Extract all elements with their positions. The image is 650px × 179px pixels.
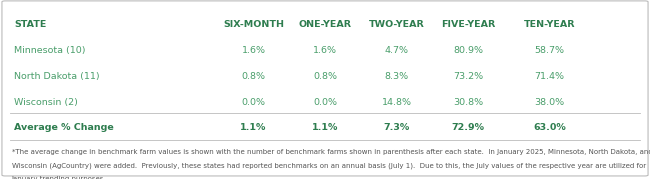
Text: 72.9%: 72.9% [452,124,484,132]
FancyBboxPatch shape [2,1,648,176]
Text: 8.3%: 8.3% [384,72,409,81]
Text: *The average change in benchmark farm values is shown with the number of benchma: *The average change in benchmark farm va… [12,149,650,155]
Text: Minnesota (10): Minnesota (10) [14,46,86,55]
Text: FIVE-YEAR: FIVE-YEAR [441,20,495,29]
Text: 0.8%: 0.8% [242,72,265,81]
Text: TEN-YEAR: TEN-YEAR [523,20,575,29]
Text: TWO-YEAR: TWO-YEAR [369,20,424,29]
Text: 73.2%: 73.2% [453,72,483,81]
Text: STATE: STATE [14,20,47,29]
Text: 58.7%: 58.7% [534,46,564,55]
Text: 0.8%: 0.8% [313,72,337,81]
Text: North Dakota (11): North Dakota (11) [14,72,100,81]
Text: 63.0%: 63.0% [533,124,566,132]
Text: 38.0%: 38.0% [534,98,564,107]
Text: 30.8%: 30.8% [453,98,483,107]
Text: Average % Change: Average % Change [14,124,114,132]
Text: Wisconsin (2): Wisconsin (2) [14,98,78,107]
Text: 0.0%: 0.0% [313,98,337,107]
Text: 4.7%: 4.7% [385,46,408,55]
Text: 0.0%: 0.0% [242,98,265,107]
Text: 80.9%: 80.9% [453,46,483,55]
Text: 1.6%: 1.6% [242,46,265,55]
Text: SIX-MONTH: SIX-MONTH [223,20,284,29]
Text: January trending purposes.: January trending purposes. [12,176,107,179]
Text: 71.4%: 71.4% [534,72,564,81]
Text: Wisconsin (AgCountry) were added.  Previously, these states had reported benchma: Wisconsin (AgCountry) were added. Previo… [12,163,646,169]
Text: 7.3%: 7.3% [384,124,410,132]
Text: 1.1%: 1.1% [312,124,338,132]
Text: ONE-YEAR: ONE-YEAR [298,20,352,29]
Text: 1.1%: 1.1% [240,124,266,132]
Text: 1.6%: 1.6% [313,46,337,55]
Text: 14.8%: 14.8% [382,98,411,107]
